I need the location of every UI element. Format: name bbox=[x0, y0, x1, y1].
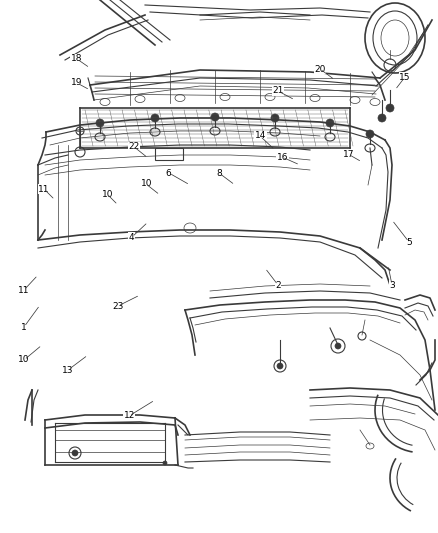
Text: 4: 4 bbox=[129, 233, 134, 241]
Text: 13: 13 bbox=[62, 366, 74, 375]
Text: 6: 6 bbox=[166, 169, 172, 177]
Text: 10: 10 bbox=[141, 180, 152, 188]
Ellipse shape bbox=[163, 461, 167, 465]
Ellipse shape bbox=[76, 127, 84, 135]
Text: 3: 3 bbox=[389, 281, 395, 289]
Ellipse shape bbox=[271, 114, 279, 122]
Ellipse shape bbox=[96, 119, 104, 127]
Text: 15: 15 bbox=[399, 73, 411, 82]
Text: 16: 16 bbox=[277, 153, 288, 161]
Text: 22: 22 bbox=[128, 142, 139, 151]
Ellipse shape bbox=[386, 104, 394, 112]
Text: 11: 11 bbox=[38, 185, 49, 193]
Text: 10: 10 bbox=[18, 356, 30, 364]
Text: 8: 8 bbox=[216, 169, 222, 177]
Bar bbox=[155, 148, 183, 160]
Ellipse shape bbox=[72, 450, 78, 456]
Ellipse shape bbox=[326, 119, 334, 127]
Text: 19: 19 bbox=[71, 78, 82, 87]
Text: 1: 1 bbox=[21, 324, 27, 332]
Ellipse shape bbox=[211, 113, 219, 121]
Text: 11: 11 bbox=[18, 286, 30, 295]
Ellipse shape bbox=[151, 114, 159, 122]
Text: 10: 10 bbox=[102, 190, 113, 199]
Ellipse shape bbox=[335, 343, 341, 349]
Text: 21: 21 bbox=[272, 86, 284, 95]
Ellipse shape bbox=[378, 114, 386, 122]
Ellipse shape bbox=[366, 130, 374, 138]
Ellipse shape bbox=[277, 363, 283, 369]
Text: 14: 14 bbox=[255, 132, 266, 140]
Text: 5: 5 bbox=[406, 238, 413, 247]
Text: 18: 18 bbox=[71, 54, 82, 63]
Text: 23: 23 bbox=[113, 302, 124, 311]
Text: 2: 2 bbox=[276, 281, 281, 289]
Text: 17: 17 bbox=[343, 150, 354, 159]
Text: 20: 20 bbox=[314, 65, 325, 74]
Text: 12: 12 bbox=[124, 411, 135, 420]
